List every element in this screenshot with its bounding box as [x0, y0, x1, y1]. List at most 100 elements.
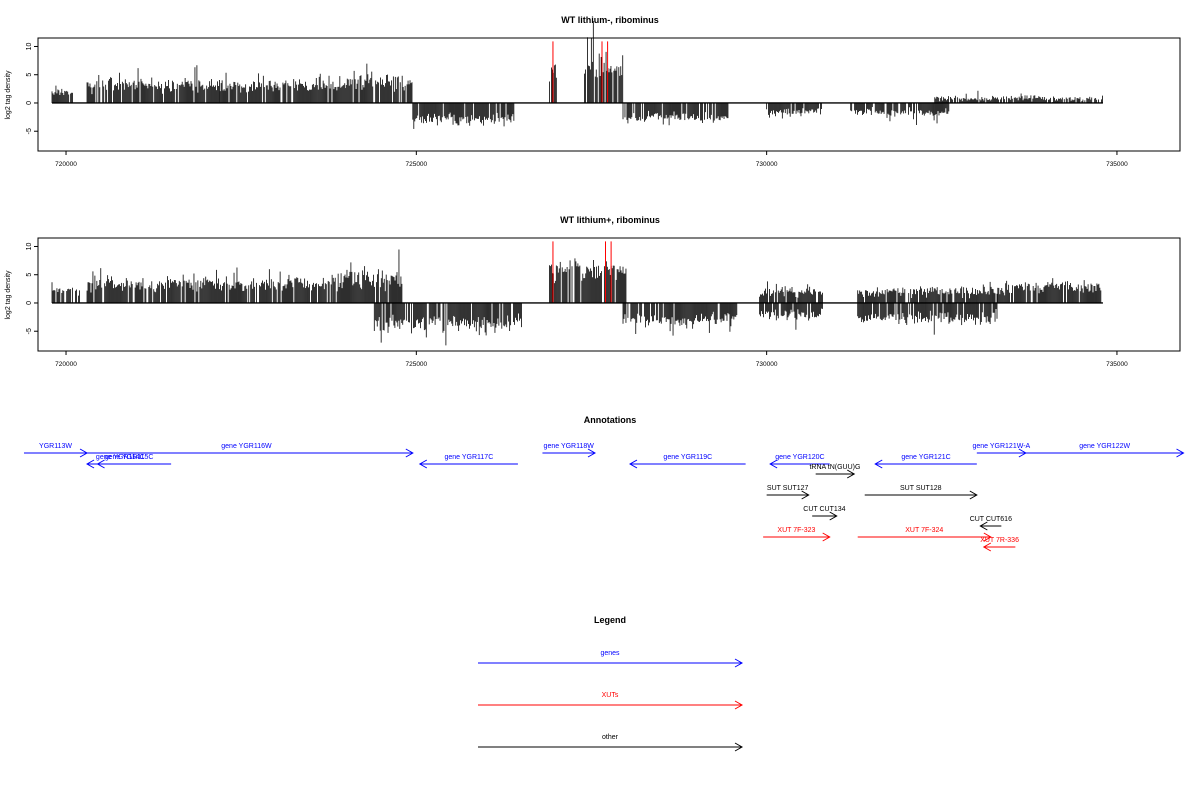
highlight-lines [552, 41, 609, 103]
strand-arrowhead [769, 459, 778, 469]
y-axis-label: log2 tag density [5, 70, 12, 120]
signal-bars [51, 21, 1103, 129]
annotation-feature: XUT 7F-323 [763, 527, 831, 542]
x-tick-label: 720000 [55, 361, 77, 368]
feature-label: gene YGR119C [663, 454, 712, 461]
annotations-title: Annotations [584, 415, 637, 425]
legend-arrowhead [734, 700, 744, 710]
x-tick-label: 720000 [55, 161, 77, 168]
legend-label: XUTs [602, 692, 619, 699]
y-tick-label: 5 [26, 73, 33, 77]
y-tick-label: 10 [26, 42, 33, 50]
strand-arrowhead [801, 490, 810, 500]
feature-label: CUT CUT616 [970, 516, 1012, 523]
y-tick-label: 0 [26, 301, 33, 305]
strand-arrowhead [1176, 448, 1185, 458]
feature-label: gene YGR121C [901, 454, 950, 461]
x-tick-label: 730000 [756, 161, 778, 168]
strand-arrowhead [829, 511, 838, 521]
strand-arrowhead [418, 459, 428, 469]
signal-panel-lithium-minus: WT lithium-, ribominus log2 tag density … [5, 15, 1181, 168]
feature-label: gene YGR118W [544, 443, 595, 450]
feature-label: XUT 7R-336 [980, 537, 1019, 544]
annotation-feature: gene YGR120C [769, 454, 830, 469]
feature-label: tRNA tN(GUU)G [809, 464, 860, 471]
panel-title: WT lithium-, ribominus [561, 15, 659, 25]
feature-label: gene YGR114C [96, 454, 145, 461]
x-tick-label: 735000 [1106, 361, 1128, 368]
feature-label: gene YGR116W [221, 443, 272, 450]
legend-arrowhead [734, 658, 744, 668]
annotation-feature: YGR113W [23, 443, 89, 458]
legend: Legend genes XUTs other [478, 615, 744, 752]
x-tick-label: 735000 [1106, 161, 1128, 168]
annotation-feature: XUT 7R-336 [980, 537, 1019, 552]
y-tick-label: 0 [26, 101, 33, 105]
panel-title: WT lithium+, ribominus [560, 215, 660, 225]
legend-entry: other [478, 734, 744, 752]
annotation-feature: CUT CUT134 [803, 506, 846, 521]
strand-arrowhead [846, 469, 856, 479]
annotation-feature: gene YGR118W [542, 443, 596, 458]
strand-arrowhead [982, 542, 992, 552]
strand-arrowhead [405, 448, 414, 458]
annotation-feature: gene YGR117C [418, 454, 518, 469]
strand-arrowhead [969, 490, 978, 500]
strand-arrowhead [822, 532, 831, 542]
x-tick-label: 730000 [756, 361, 778, 368]
y-tick-label: -5 [26, 128, 33, 134]
y-axis: -5 0 5 10 [26, 242, 38, 334]
x-axis: 720000 725000 730000 735000 [55, 351, 1128, 368]
feature-label: YGR113W [39, 443, 72, 450]
annotation-feature: gene YGR116W [80, 443, 414, 458]
feature-label: SUT SUT127 [767, 485, 809, 492]
strand-arrowhead [983, 532, 992, 542]
feature-label: SUT SUT128 [900, 485, 942, 492]
feature-label: gene YGR121W-A [972, 443, 1030, 450]
x-axis: 720000 725000 730000 735000 [55, 151, 1128, 168]
annotation-feature: tRNA tN(GUU)G [809, 464, 860, 479]
legend-title: Legend [594, 615, 626, 625]
strand-arrowhead [874, 459, 883, 469]
legend-label: genes [600, 650, 620, 657]
plot-frame [37, 237, 1181, 352]
highlight-lines [552, 241, 612, 303]
annotation-feature: gene YGR115C [86, 454, 172, 469]
legend-label: other [602, 734, 619, 741]
y-axis: -5 0 5 10 [26, 42, 38, 134]
annotation-feature: SUT SUT127 [766, 485, 810, 500]
strand-arrowhead [979, 521, 988, 531]
annotation-feature: gene YGR122W [1025, 443, 1185, 458]
feature-label: gene YGR122W [1079, 443, 1130, 450]
feature-label: gene YGR115C [105, 454, 154, 461]
feature-label: XUT 7F-324 [905, 527, 943, 534]
feature-label: CUT CUT134 [803, 506, 845, 513]
legend-entry: XUTs [478, 692, 744, 710]
plot-frame [37, 37, 1181, 152]
signal-bars [51, 249, 1102, 346]
strand-arrowhead [86, 459, 95, 469]
annotation-feature: CUT CUT616 [970, 516, 1012, 531]
annotation-feature: gene YGR119C [629, 454, 746, 469]
y-tick-label: 10 [26, 242, 33, 250]
x-tick-label: 725000 [405, 361, 427, 368]
annotation-feature: SUT SUT128 [864, 485, 978, 500]
annotation-feature: gene YGR121W-A [972, 443, 1031, 458]
legend-arrowhead [734, 742, 744, 752]
signal-panel-lithium-plus: WT lithium+, ribominus log2 tag density … [5, 215, 1181, 368]
strand-arrowhead [629, 459, 638, 469]
y-tick-label: -5 [26, 328, 33, 334]
annotation-feature: gene YGR121C [874, 454, 977, 469]
x-tick-label: 725000 [405, 161, 427, 168]
strand-arrowhead [587, 448, 596, 458]
y-tick-label: 5 [26, 273, 33, 277]
legend-entry: genes [478, 650, 744, 668]
feature-label: gene YGR120C [775, 454, 824, 461]
y-axis-label: log2 tag density [5, 270, 12, 320]
feature-label: gene YGR117C [444, 454, 493, 461]
feature-label: XUT 7F-323 [777, 527, 815, 534]
annotation-feature: XUT 7F-324 [857, 527, 992, 542]
